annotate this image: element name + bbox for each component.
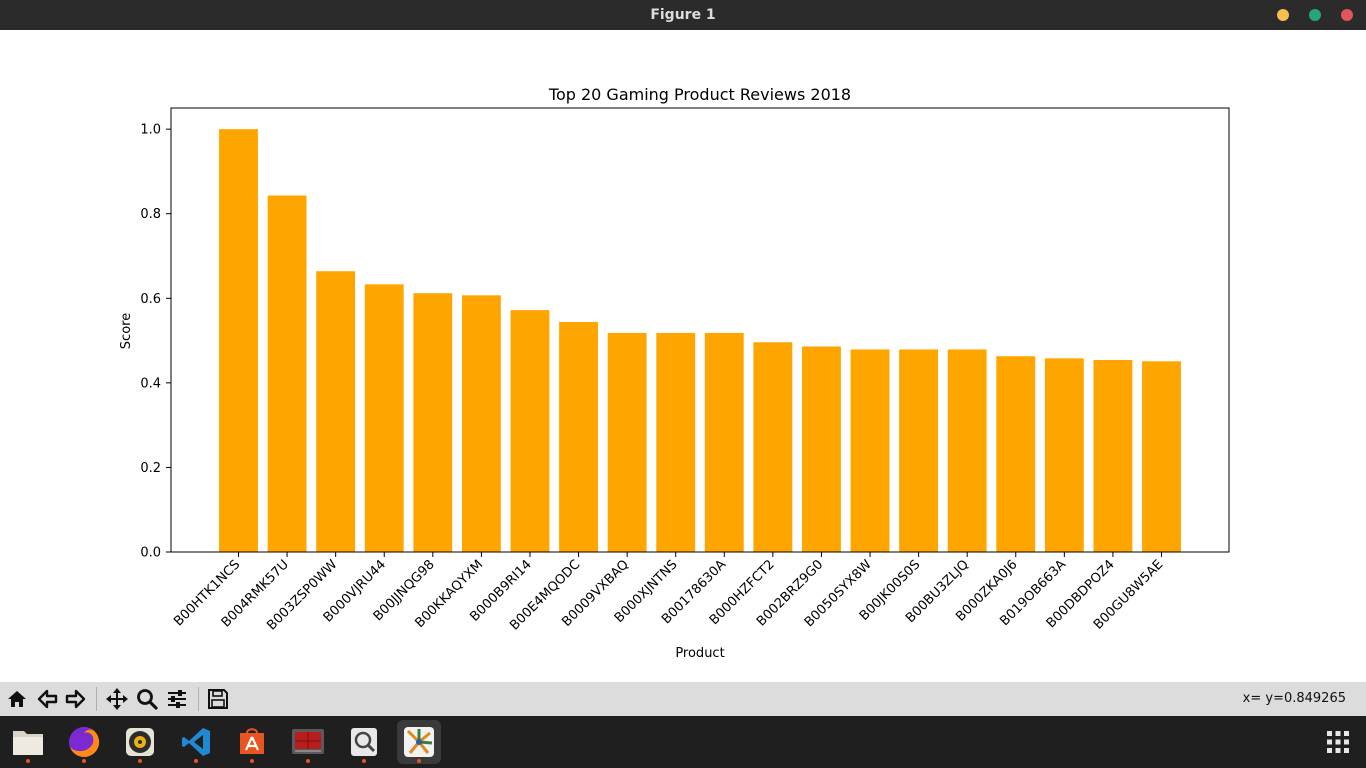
navigation-toolbar: x= y=0.849265	[0, 682, 1366, 716]
running-indicator	[306, 759, 310, 763]
bar-B000HZFCT2	[753, 342, 793, 552]
bar-B000VJRU44	[364, 284, 404, 552]
window-title: Figure 1	[650, 7, 716, 23]
y-tick-label: 0.8	[140, 207, 161, 222]
software-center-icon[interactable]	[230, 720, 274, 764]
bar-B000B9RI14	[510, 310, 550, 552]
vscode-icon[interactable]	[174, 720, 218, 764]
bar-B00HTK1NCS	[219, 129, 258, 552]
bar-B00JJNQG98	[413, 293, 453, 552]
system-monitor-icon[interactable]	[286, 720, 330, 764]
bar-B00DBDPOZ4	[1093, 360, 1133, 552]
running-indicator	[194, 759, 198, 763]
minimize-button[interactable]	[1277, 9, 1289, 21]
pan-icon[interactable]	[104, 685, 130, 713]
bar-B002BRZ9G0	[802, 346, 841, 552]
configure-subplots-icon[interactable]	[164, 685, 190, 713]
bar-B000ZKA0J6	[996, 356, 1036, 552]
running-indicator	[417, 759, 421, 763]
bar-B000XJNTNS	[656, 332, 696, 552]
bar-B00JK00S0S	[899, 349, 939, 552]
save-icon[interactable]	[205, 685, 231, 713]
chart-title: Top 20 Gaming Product Reviews 2018	[548, 85, 851, 104]
bar-B00KKAQYXM	[461, 295, 501, 552]
bar-B0009VXBAQ	[607, 332, 647, 552]
y-tick-label: 0.4	[140, 376, 161, 391]
y-tick-label: 0.0	[140, 546, 161, 561]
running-indicator	[250, 759, 254, 763]
y-tick-label: 0.2	[140, 461, 161, 476]
cursor-coordinates: x= y=0.849265	[1242, 691, 1346, 706]
bar-B003ZSP0WW	[316, 271, 356, 552]
running-indicator	[362, 759, 366, 763]
y-tick-label: 1.0	[140, 123, 161, 138]
bar-B00GU8W5AE	[1142, 361, 1181, 552]
bar-B00BU3ZLJQ	[947, 349, 987, 552]
plot-frame	[170, 107, 1230, 553]
home-icon[interactable]	[4, 685, 30, 713]
running-indicator	[82, 759, 86, 763]
firefox-icon[interactable]	[62, 720, 106, 764]
running-indicator	[138, 759, 142, 763]
apps-grid-icon[interactable]	[1326, 730, 1350, 754]
bar-B004RMK57U	[267, 195, 307, 552]
forward-icon[interactable]	[63, 685, 89, 713]
toolbar-separator	[198, 687, 199, 711]
y-tick-label: 0.6	[140, 292, 161, 307]
x-axis-label: Product	[675, 646, 724, 661]
window-titlebar: Figure 1	[0, 0, 1366, 30]
rhythmbox-icon[interactable]	[118, 720, 162, 764]
close-button[interactable]	[1341, 9, 1353, 21]
bar-B019OB663A	[1044, 358, 1084, 552]
back-icon[interactable]	[34, 685, 60, 713]
zoom-icon[interactable]	[134, 685, 160, 713]
files-icon[interactable]	[6, 720, 50, 764]
maximize-button[interactable]	[1309, 9, 1321, 21]
toolbar-separator	[96, 687, 97, 711]
running-indicator	[26, 759, 30, 763]
python-figure-icon[interactable]	[397, 720, 441, 764]
y-axis-label: Score	[119, 313, 134, 349]
image-viewer-icon[interactable]	[342, 720, 386, 764]
figure-canvas[interactable]: Top 20 Gaming Product Reviews 2018 Score…	[0, 30, 1366, 682]
bar-B00E4MQODC	[559, 321, 598, 552]
bar-chart: Top 20 Gaming Product Reviews 2018 Score…	[119, 85, 1230, 661]
taskbar	[0, 716, 1366, 768]
bar-B00178630A	[704, 332, 744, 552]
bar-B0050SYX8W	[850, 349, 890, 552]
